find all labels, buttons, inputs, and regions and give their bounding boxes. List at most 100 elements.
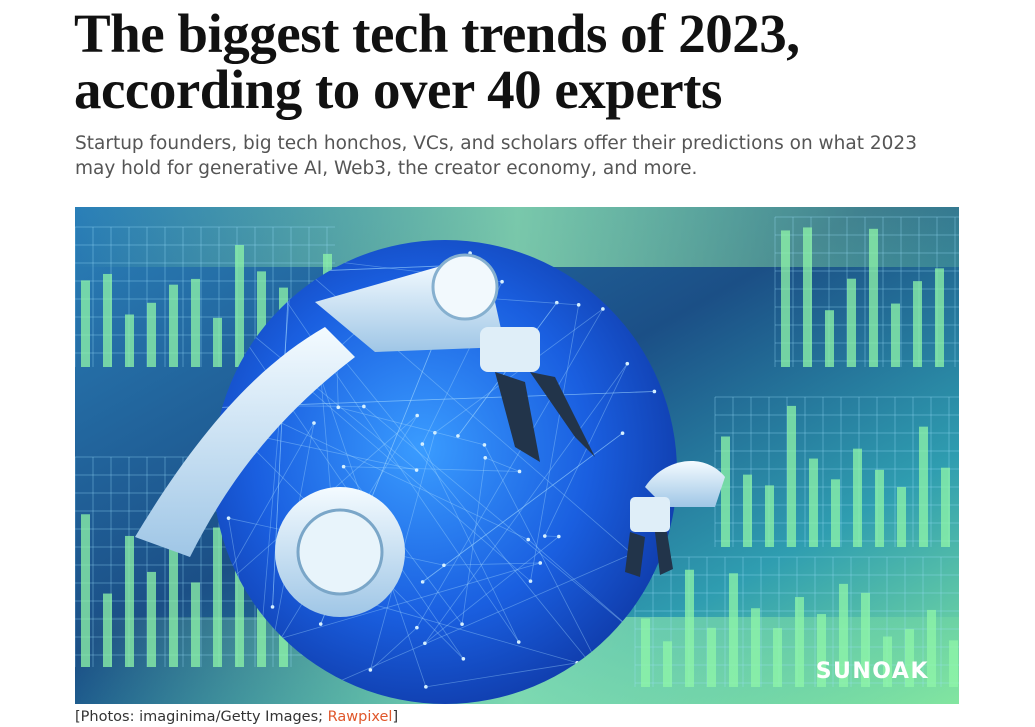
caption-text: ] [392,709,399,725]
dek-line: may hold for generative AI, Web3, the cr… [75,158,698,179]
network-node [461,656,466,661]
panel-bar [685,569,694,687]
network-node [362,404,366,409]
network-link [416,308,604,628]
photo-caption: [Photos: imaginima/Getty Images; Rawpixe… [75,709,398,725]
panel-bar [169,512,178,667]
network-link [339,594,578,664]
panel-bar [847,278,856,367]
panel-bar [191,278,200,367]
panel-bar [169,284,178,367]
network-node [226,516,231,520]
network-link [252,251,520,643]
panel-bar [721,436,730,547]
network-node [420,580,425,584]
panel-bar [913,281,922,367]
network-node [415,625,419,630]
dek-line: Startup founders, big tech honchos, VCs,… [75,133,917,154]
panel-bar [935,268,944,367]
network-link [485,457,520,472]
headline-line: The biggest tech trends of 2023, [74,3,800,64]
network-node [500,279,504,284]
headline: The biggest tech trends of 2023, accordi… [74,3,800,120]
panel-bar [853,448,862,547]
network-link [530,304,580,582]
panel-bar [257,271,266,367]
joint [431,253,499,321]
joint-cap [296,508,384,596]
panel-bar [743,474,752,547]
panel-bar [839,583,848,687]
panel-bar [773,628,782,687]
panel-bar [803,227,812,367]
hero-image: SUNOAK [75,207,959,704]
network-node [368,668,373,672]
gripper [625,532,673,577]
network-link [363,406,642,639]
network-node [336,405,341,410]
network-node [414,468,419,472]
network-link [422,432,623,583]
panel-bar [809,458,818,547]
headline-line: according to over 40 experts [74,59,722,120]
network-link [461,457,486,625]
network-link [425,662,578,688]
panel-bar [103,273,112,367]
panel-bar [897,487,906,547]
network-link [544,363,628,537]
network-link [544,535,559,537]
network-node [424,685,428,689]
network-node [601,307,605,311]
network-node [341,464,346,469]
panel-bar [729,573,738,687]
network-link [225,312,417,471]
network-node [433,430,437,435]
network-node [423,641,427,646]
network-node [620,431,625,436]
network-node [415,413,419,418]
network-link [250,562,541,648]
panel-bar [81,514,90,667]
panel-bar [941,467,950,547]
panel-bar [125,314,134,367]
robot-arm-right [625,460,725,577]
panel-bar [641,618,650,687]
panel-bar [949,640,958,687]
network-link [484,444,611,688]
network-node [554,300,559,305]
panel-bar [883,636,892,687]
network-node [538,561,543,565]
panel-bar [861,592,870,687]
network-node [420,442,425,446]
network-node [483,455,488,460]
network-node [482,443,487,447]
network-node [460,622,464,626]
watermark: SUNOAK [816,659,929,684]
panel-bar [751,608,760,687]
panel-bar [795,597,804,687]
robot-arm-left [135,253,595,617]
wrist [480,327,540,372]
network-link [218,422,315,591]
panel-bar [81,280,90,367]
panel-bar [213,317,222,367]
panel-bar [103,593,112,667]
network-node [312,421,316,425]
network-link [424,536,560,644]
network-link [244,405,529,540]
panel-bar [235,537,244,667]
panel-bar [905,629,914,687]
panel-bar [875,469,884,547]
network-link [421,443,520,643]
panel-bar [927,609,936,687]
network-node [318,622,323,626]
panel-bar [707,627,716,687]
arm-segment [135,327,355,557]
network-node [576,303,581,307]
network-link [337,553,633,683]
caption-link[interactable]: Rawpixel [327,709,393,725]
network-link [424,363,628,644]
panel-bar [663,641,672,687]
network-link [343,466,520,472]
